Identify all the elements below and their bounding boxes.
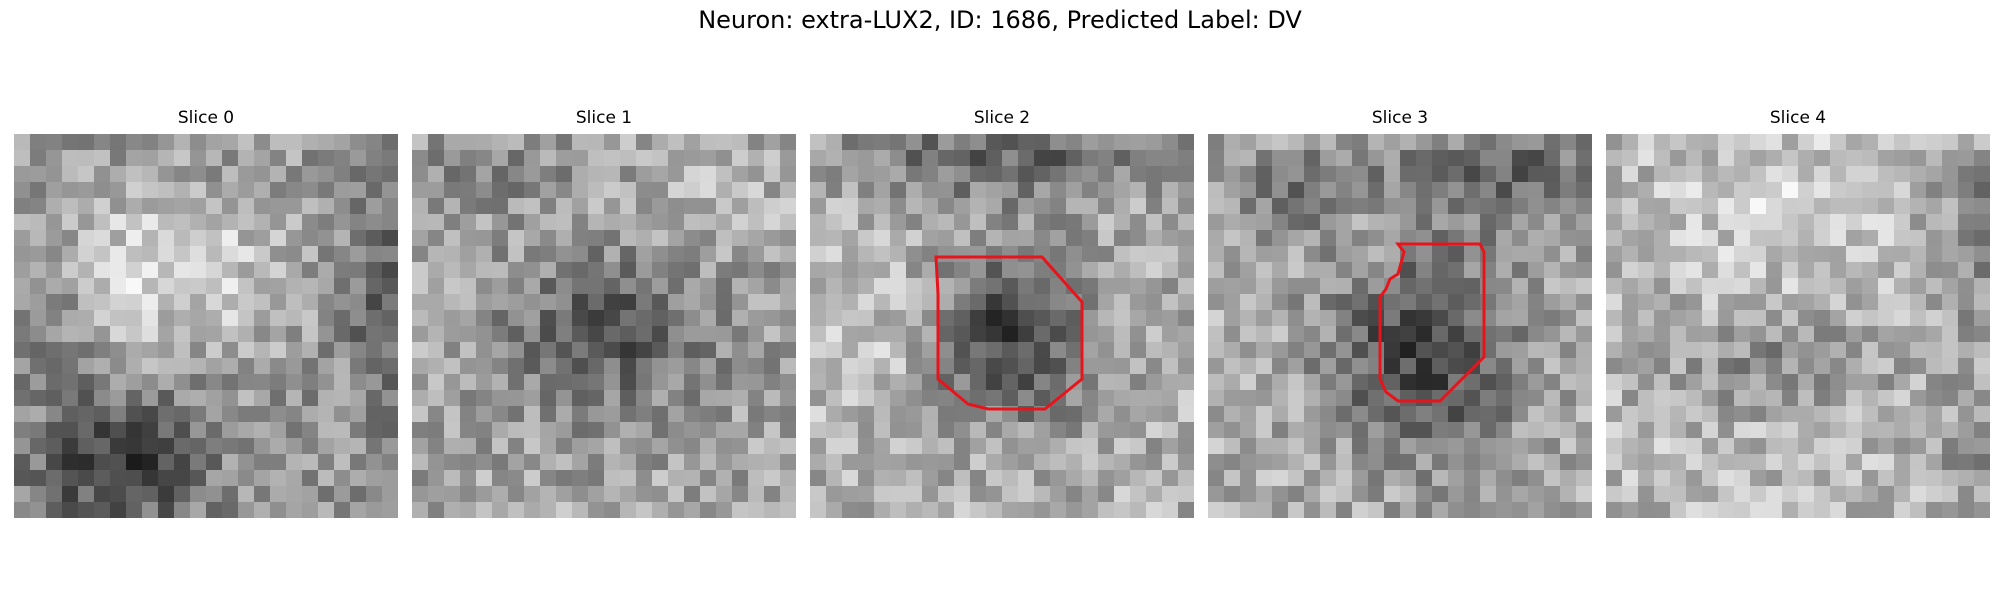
roi-contour-outline	[934, 255, 1084, 411]
slice-image	[810, 134, 1194, 518]
slice-image	[412, 134, 796, 518]
figure-title: Neuron: extra-LUX2, ID: 1686, Predicted …	[698, 6, 1302, 34]
slice-title: Slice 0	[177, 108, 235, 128]
roi-contour	[934, 255, 1084, 411]
slice-title: Slice 3	[1371, 108, 1429, 128]
slice-title: Slice 2	[973, 108, 1031, 128]
slice-image	[1606, 134, 1990, 518]
slice-image	[1208, 134, 1592, 518]
slice-title: Slice 1	[575, 108, 633, 128]
slice-title: Slice 4	[1769, 108, 1827, 128]
slice-image	[14, 134, 398, 518]
roi-contour-outline	[1378, 242, 1486, 403]
roi-contour	[1378, 242, 1486, 403]
